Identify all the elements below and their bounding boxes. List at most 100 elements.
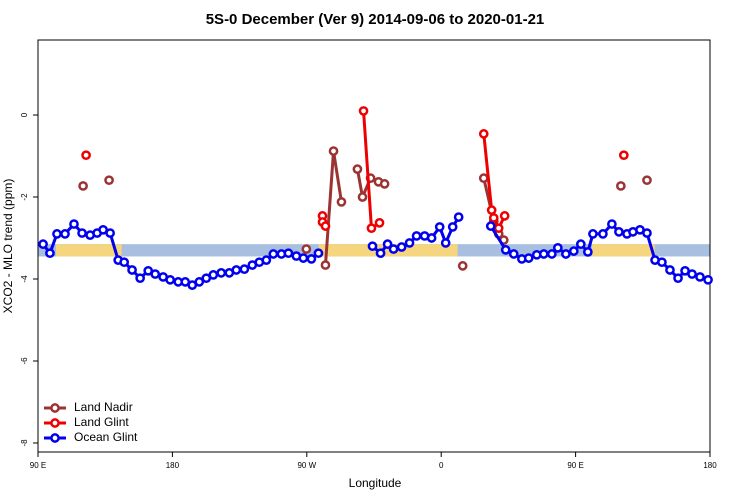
data-point [298, 253, 309, 263]
data-point [78, 181, 88, 191]
data-point [45, 248, 55, 259]
data-point [313, 248, 324, 259]
data-point [642, 175, 652, 186]
data-point [457, 261, 468, 271]
data-point [665, 265, 675, 275]
data-point [404, 238, 415, 248]
data-point [588, 229, 598, 239]
legend-marker [50, 418, 60, 428]
data-point [194, 277, 205, 287]
data-point [687, 269, 697, 279]
data-point [657, 257, 667, 268]
x-tick-label: 0 [439, 461, 444, 470]
data-point [105, 228, 115, 238]
data-point [320, 221, 331, 231]
data-point [434, 222, 445, 232]
data-point [127, 265, 137, 275]
data-point [328, 146, 339, 156]
data-point [568, 246, 579, 256]
data-point [367, 241, 378, 252]
data-point [615, 181, 626, 191]
data-point [366, 223, 377, 234]
data-point [500, 245, 511, 255]
legend-label: Land Nadir [74, 400, 133, 414]
data-point [239, 264, 250, 275]
data-point [165, 274, 176, 285]
data-point [396, 242, 407, 252]
data-point [440, 238, 451, 248]
data-point [453, 212, 464, 222]
data-point [60, 229, 70, 239]
data-point [547, 249, 557, 259]
data-point [358, 106, 369, 116]
data-point [488, 213, 499, 223]
y-axis-label: XCO2 - MLO trend (ppm) [1, 179, 15, 314]
data-point [575, 239, 586, 250]
data-point [447, 222, 458, 232]
x-axis-label: Longitude [349, 476, 402, 490]
data-point [552, 242, 563, 253]
legend-label: Ocean Glint [74, 430, 138, 444]
data-point [231, 265, 242, 275]
series-line [322, 111, 623, 228]
data-point [268, 249, 279, 259]
data-point [493, 223, 504, 234]
data-point [119, 257, 130, 268]
data-point [104, 175, 114, 186]
y-tick-label: 0 [20, 112, 29, 117]
x-tick-label: 180 [166, 461, 180, 470]
legend-marker [50, 433, 60, 443]
data-point [135, 273, 145, 284]
data-point [208, 270, 219, 280]
x-tick-label: 90 E [30, 461, 46, 470]
data-point [306, 254, 317, 264]
data-point [538, 249, 549, 259]
data-point [598, 229, 608, 239]
data-point [618, 150, 629, 161]
legend-label: Land Glint [74, 415, 129, 429]
x-tick-label: 90 E [567, 461, 583, 470]
y-tick-label: -6 [20, 357, 29, 365]
data-point [374, 217, 385, 228]
data-point [485, 221, 496, 231]
y-tick-label: -8 [20, 439, 29, 447]
data-point [411, 231, 422, 241]
data-point [352, 164, 363, 174]
data-point [320, 260, 331, 270]
data-point [388, 244, 399, 254]
legend-marker [50, 403, 60, 413]
data-point [642, 228, 652, 238]
plot-frame [37, 39, 711, 453]
data-point [523, 253, 534, 263]
data-point [283, 248, 294, 259]
data-point [382, 239, 393, 250]
data-point [426, 233, 437, 243]
y-tick-label: -2 [20, 193, 29, 201]
data-point [38, 239, 48, 250]
x-tick-label: 180 [703, 461, 717, 470]
data-point [561, 249, 571, 259]
data-point [673, 273, 683, 284]
data-point [379, 179, 390, 189]
data-point [375, 248, 386, 259]
y-tick-label: -4 [20, 275, 29, 283]
land-band [318, 244, 458, 257]
land-band [55, 244, 122, 257]
data-point [52, 229, 62, 239]
data-point [150, 269, 161, 279]
data-point [695, 272, 705, 282]
data-point [301, 244, 312, 254]
data-point [478, 173, 489, 184]
land-band [592, 244, 655, 257]
data-point [607, 219, 617, 229]
data-point [216, 268, 227, 278]
x-tick-label: 90 W [297, 461, 316, 470]
chart-title: 5S-0 December (Ver 9) 2014-09-06 to 2020… [206, 11, 545, 28]
data-point [261, 255, 272, 265]
data-point [508, 249, 519, 259]
data-point [357, 192, 368, 202]
data-point [703, 274, 713, 285]
data-point [486, 205, 497, 215]
